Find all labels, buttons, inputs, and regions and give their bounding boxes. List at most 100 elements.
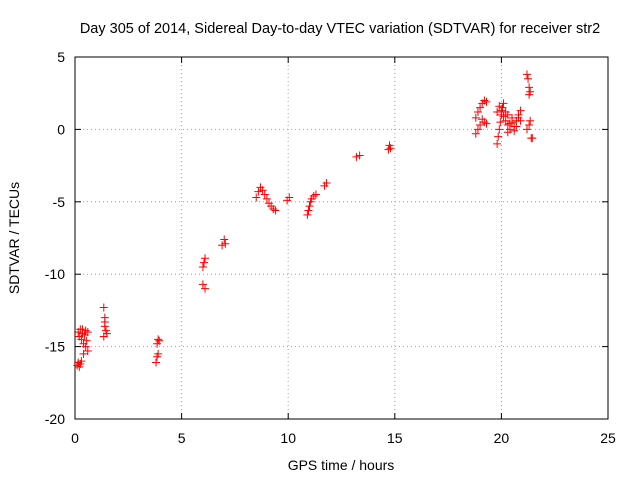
data-point: [262, 194, 271, 203]
y-tick-label: -15: [45, 339, 65, 355]
data-point: [528, 134, 537, 143]
data-point: [493, 139, 502, 148]
data-point: [269, 205, 278, 214]
data-points: [73, 70, 537, 371]
data-point: [311, 190, 320, 199]
data-point: [81, 342, 90, 351]
data-point: [100, 317, 109, 326]
data-point: [503, 110, 512, 119]
data-point: [473, 125, 482, 134]
data-point: [496, 118, 505, 127]
data-point: [499, 112, 508, 121]
data-point: [499, 99, 508, 108]
data-point: [494, 132, 503, 141]
data-point: [480, 96, 489, 105]
data-point: [471, 113, 480, 122]
data-point: [524, 74, 533, 83]
data-point: [495, 102, 504, 111]
data-point: [258, 186, 267, 195]
data-point: [99, 332, 108, 341]
tick-labels: 0 5 10 15 20 25 -20 -15 -10 -5 0 5: [45, 49, 616, 446]
data-point: [522, 70, 531, 79]
x-tick-label: 25: [600, 430, 616, 446]
data-point: [154, 335, 163, 344]
x-tick-label: 5: [178, 430, 186, 446]
data-point: [221, 239, 230, 248]
data-point: [495, 125, 504, 134]
data-point: [526, 116, 535, 125]
data-point: [305, 202, 314, 211]
data-point: [155, 336, 164, 345]
data-point: [271, 206, 280, 215]
data-point: [516, 106, 525, 115]
data-point: [476, 121, 485, 130]
data-point: [510, 126, 519, 135]
data-point: [218, 241, 227, 250]
data-point: [201, 254, 210, 263]
data-point: [352, 152, 361, 161]
y-axis-label: SDTVAR / TECUs: [6, 182, 22, 294]
data-point: [497, 106, 506, 115]
data-point: [220, 235, 229, 244]
data-point: [199, 258, 208, 267]
data-point: [516, 116, 525, 125]
data-point: [82, 336, 91, 345]
data-point: [198, 280, 207, 289]
data-point: [81, 326, 90, 335]
data-point: [512, 122, 521, 131]
data-point: [78, 325, 87, 334]
data-point: [473, 108, 482, 117]
data-point: [384, 145, 393, 154]
data-point: [522, 125, 531, 134]
y-tick-label: -10: [45, 266, 65, 282]
chart-title: Day 305 of 2014, Sidereal Day-to-day VTE…: [80, 21, 600, 37]
data-point: [304, 206, 313, 215]
data-point: [309, 192, 318, 201]
data-point: [198, 262, 207, 271]
data-point: [83, 346, 92, 355]
data-point: [476, 103, 485, 112]
data-point: [285, 193, 294, 202]
axis-ticks: [74, 56, 609, 420]
data-point: [503, 128, 512, 137]
y-tick-label: -5: [53, 194, 66, 210]
plot-frame: [74, 56, 609, 420]
data-point: [322, 178, 331, 187]
data-point: [152, 358, 161, 367]
y-tick-label: 0: [57, 121, 65, 137]
data-point: [480, 118, 489, 127]
data-point: [83, 328, 92, 337]
data-point: [501, 116, 510, 125]
x-tick-label: 10: [280, 430, 296, 446]
data-point: [254, 187, 263, 196]
data-point: [386, 144, 395, 153]
data-point: [493, 108, 502, 117]
y-tick-label: 5: [57, 49, 65, 65]
data-point: [503, 121, 512, 130]
data-point: [355, 151, 364, 160]
data-point: [74, 358, 83, 367]
data-point: [252, 193, 261, 202]
y-tick-label: -20: [45, 411, 65, 427]
data-point: [508, 118, 517, 127]
data-point: [99, 303, 108, 312]
data-point: [525, 83, 534, 92]
data-point: [482, 97, 491, 106]
x-tick-label: 20: [494, 430, 510, 446]
data-point: [525, 90, 534, 99]
data-point: [201, 284, 210, 293]
data-point: [260, 190, 269, 199]
data-point: [77, 335, 86, 344]
data-point: [505, 119, 514, 128]
x-tick-label: 0: [71, 430, 79, 446]
data-point: [471, 129, 480, 138]
x-tick-label: 15: [387, 430, 403, 446]
data-point: [154, 349, 163, 358]
data-point: [525, 121, 534, 130]
data-point: [303, 210, 312, 219]
data-point: [77, 357, 86, 366]
data-point: [482, 119, 491, 128]
x-axis-label: GPS time / hours: [288, 457, 395, 473]
